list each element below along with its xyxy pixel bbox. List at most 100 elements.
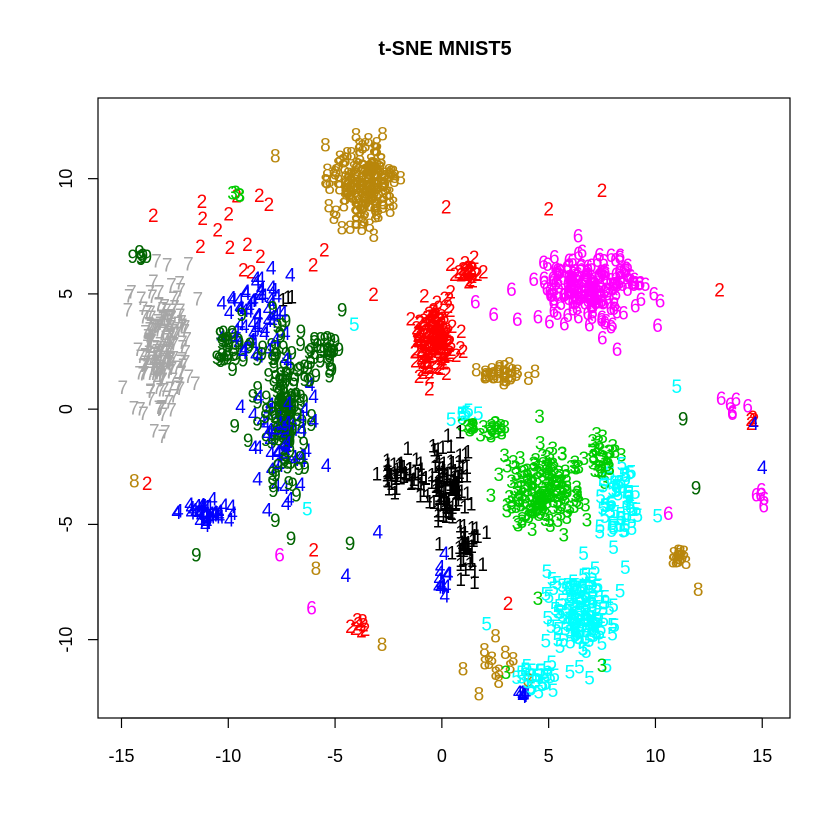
point-digit-3: 3 [536,495,547,516]
point-digit-2: 2 [745,410,756,431]
point-digit-5: 5 [523,672,534,693]
point-digit-4: 4 [271,455,282,476]
point-digit-8: 8 [338,151,349,172]
point-digit-5: 5 [526,678,537,699]
point-digit-3: 3 [556,483,567,504]
point-digit-4: 4 [274,456,285,477]
point-digit-4: 4 [265,290,276,311]
point-digit-7: 7 [156,348,167,369]
point-digit-5: 5 [591,623,602,644]
point-digit-8: 8 [487,360,498,381]
point-digit-6: 6 [627,273,638,294]
point-digit-4: 4 [214,506,225,527]
point-digit-7: 7 [134,363,145,384]
point-digit-7: 7 [163,312,174,333]
point-digit-2: 2 [458,264,469,285]
point-digit-3: 3 [596,447,607,468]
point-digit-4: 4 [290,450,301,471]
point-digit-9: 9 [283,422,294,443]
point-digit-8: 8 [346,144,357,165]
point-digit-4: 4 [270,421,281,442]
point-digit-9: 9 [269,349,280,370]
point-digit-1: 1 [404,465,415,486]
x-tick-label: -15 [108,746,134,766]
point-digit-9: 9 [289,370,300,391]
point-digit-4: 4 [258,286,269,307]
point-digit-9: 9 [315,352,326,373]
point-digit-6: 6 [306,598,317,619]
point-digit-2: 2 [445,333,456,354]
point-digit-3: 3 [538,454,549,475]
point-digit-3: 3 [548,492,559,513]
point-digit-7: 7 [157,307,168,328]
point-digit-3: 3 [537,447,548,468]
point-digit-2: 2 [444,343,455,364]
point-digit-4: 4 [273,303,284,324]
point-digit-6: 6 [608,299,619,320]
point-digit-6: 6 [563,268,574,289]
point-digit-8: 8 [372,178,383,199]
point-digit-3: 3 [573,457,584,478]
point-digit-5: 5 [574,629,585,650]
point-digit-7: 7 [146,317,157,338]
point-digit-4: 4 [263,401,274,422]
point-digit-1: 1 [453,480,464,501]
point-digit-2: 2 [427,306,438,327]
point-digit-4: 4 [186,499,197,520]
point-digit-7: 7 [165,328,176,349]
point-digit-1: 1 [433,440,444,461]
point-digit-8: 8 [357,157,368,178]
point-digit-7: 7 [174,320,185,341]
point-digit-9: 9 [337,301,348,322]
point-digit-7: 7 [158,427,169,448]
point-digit-6: 6 [593,268,604,289]
point-digit-2: 2 [429,354,440,375]
point-digit-5: 5 [600,587,611,608]
point-digit-4: 4 [251,269,262,290]
point-digit-3: 3 [532,500,543,521]
point-digit-2: 2 [420,314,431,335]
point-digit-6: 6 [575,258,586,279]
point-digit-8: 8 [335,148,346,169]
point-digit-9: 9 [296,423,307,444]
point-digit-1: 1 [398,458,409,479]
point-digit-5: 5 [533,683,544,704]
point-digit-3: 3 [552,492,563,513]
point-digit-1: 1 [415,487,426,508]
point-digit-9: 9 [322,341,333,362]
point-digit-2: 2 [429,335,440,356]
point-digit-2: 2 [246,262,257,283]
point-digit-2: 2 [426,321,437,342]
point-digit-7: 7 [145,319,156,340]
point-digit-3: 3 [562,481,573,502]
point-digit-9: 9 [266,335,277,356]
point-digit-3: 3 [519,462,530,483]
point-digit-3: 3 [595,440,606,461]
point-digit-6: 6 [570,272,581,293]
point-digit-9: 9 [326,330,337,351]
point-digit-9: 9 [287,402,298,423]
point-digit-7: 7 [159,348,170,369]
point-digit-8: 8 [364,195,375,216]
point-digit-5: 5 [606,494,617,515]
point-digit-1: 1 [411,450,422,471]
point-digit-3: 3 [510,459,521,480]
point-digit-5: 5 [565,663,576,684]
point-digit-2: 2 [420,322,431,343]
point-digit-8: 8 [359,211,370,232]
point-digit-8: 8 [322,172,333,193]
point-digit-4: 4 [224,303,235,324]
point-digit-4: 4 [200,516,211,537]
point-digit-3: 3 [540,469,551,490]
point-digit-6: 6 [552,304,563,325]
point-digit-9: 9 [315,329,326,350]
point-digit-9: 9 [274,422,285,443]
point-digit-6: 6 [612,302,623,323]
point-digit-6: 6 [573,308,584,329]
point-digit-9: 9 [334,340,345,361]
point-digit-3: 3 [537,495,548,516]
point-digit-6: 6 [759,489,770,510]
point-digit-6: 6 [755,485,766,506]
point-digit-2: 2 [254,186,265,207]
point-digit-2: 2 [406,310,417,331]
